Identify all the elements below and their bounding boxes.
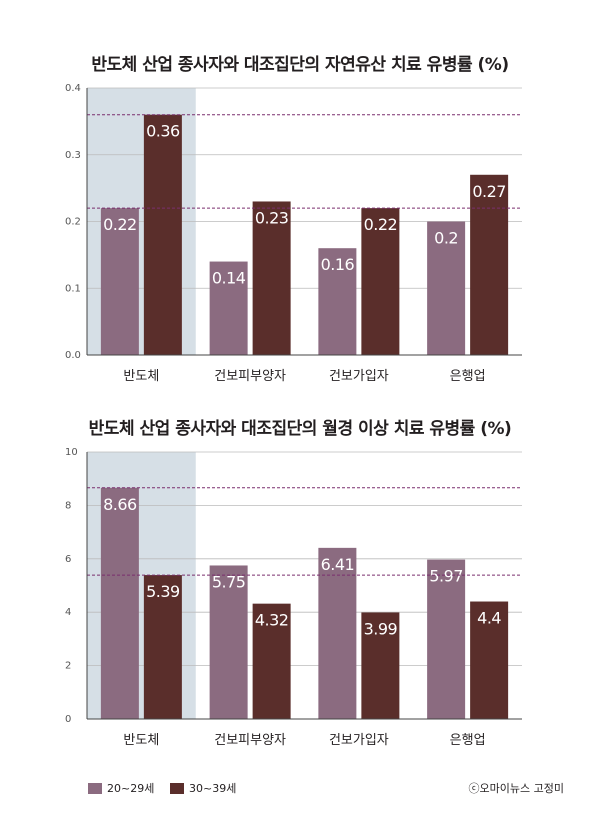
bar-value-label: 0.23	[255, 208, 289, 227]
legend-item-20s: 20~29세	[88, 780, 154, 796]
bar	[427, 559, 466, 719]
bar-value-label: 0.22	[364, 215, 398, 234]
y-tick-label: 10	[65, 447, 78, 458]
category-label: 건보피부양자	[214, 369, 286, 384]
bar	[361, 208, 400, 355]
category-label: 건보피부양자	[214, 733, 286, 748]
category-label: 반도체	[123, 733, 159, 748]
bar	[209, 261, 248, 355]
chart-menstrual: 반도체 산업 종사자와 대조집단의 월경 이상 치료 유병률 (%) 0 2 4 6 8…	[0, 402, 600, 762]
bar-value-label: 0.22	[103, 215, 137, 234]
bar	[100, 487, 139, 719]
bar	[361, 612, 400, 719]
bar-value-label: 6.41	[321, 555, 355, 574]
y-tick-label: 4	[65, 607, 71, 618]
bar	[470, 174, 509, 355]
y-tick-label: 0.2	[65, 217, 81, 228]
chart-title: 반도체 산업 종사자와 대조집단의 자연유산 치료 유병률 (%)	[91, 55, 509, 75]
category-label: 반도체	[123, 369, 159, 384]
y-tick-label: 0.0	[65, 350, 81, 361]
y-tick-label: 6	[65, 554, 71, 565]
bar	[252, 603, 291, 719]
category-label: 건보가입자	[329, 733, 389, 748]
bar-value-label: 0.2	[434, 229, 458, 248]
bar	[209, 565, 248, 719]
bar-value-label: 0.16	[321, 255, 355, 274]
y-tick-label: 2	[65, 661, 71, 672]
bar	[427, 221, 466, 355]
y-tick-label: 8	[65, 500, 71, 511]
y-tick-label: 0.3	[65, 150, 81, 161]
legend-swatch	[170, 782, 184, 794]
bar-value-label: 8.66	[103, 495, 137, 514]
y-tick-label: 0.4	[65, 83, 81, 94]
chart-plot: 0 2 4 6 8 10 8.66 5.39 반도체 5.75 4.32 건보피부양자 6.41 3.99…	[65, 447, 522, 748]
legend-label: 20~29세	[107, 782, 155, 795]
chart-title: 반도체 산업 종사자와 대조집단의 월경 이상 치료 유병률 (%)	[88, 419, 512, 439]
bar	[318, 547, 357, 719]
bar-value-label: 3.99	[364, 619, 398, 638]
category-label: 은행업	[450, 732, 486, 748]
legend-label: 30~39세	[189, 782, 237, 795]
y-tick-label: 0.1	[65, 283, 81, 294]
bar	[470, 601, 509, 719]
bar-value-label: 4.4	[477, 609, 501, 628]
credit: ⓒ오마이뉴스 고정미	[468, 782, 564, 795]
bar-value-label: 5.39	[146, 582, 180, 601]
bar	[252, 201, 291, 355]
bar	[143, 575, 182, 719]
legend-swatch	[88, 782, 102, 794]
bar-value-label: 5.75	[212, 572, 246, 591]
category-label: 은행업	[450, 368, 486, 384]
legend-item-30s: 30~39세	[170, 780, 236, 796]
chart-miscarriage: 반도체 산업 종사자와 대조집단의 자연유산 치료 유병률 (%) 0.0 0.1…	[0, 38, 600, 398]
bar-value-label: 4.32	[255, 611, 289, 630]
bar-value-label: 5.97	[429, 567, 463, 586]
legend: 20~29세 30~39세	[88, 780, 568, 800]
bar-value-label: 0.14	[212, 269, 246, 288]
bar	[100, 208, 139, 355]
bar	[143, 114, 182, 355]
bar-value-label: 0.36	[146, 122, 180, 141]
bar-value-label: 0.27	[472, 182, 506, 201]
bar	[318, 248, 357, 355]
y-tick-label: 0	[65, 714, 71, 725]
category-label: 건보가입자	[329, 369, 389, 384]
chart-plot: 0.0 0.1 0.2 0.3 0.4 0.22 0.36 반도체 0.14 0.23 건보피부양자…	[65, 83, 522, 384]
